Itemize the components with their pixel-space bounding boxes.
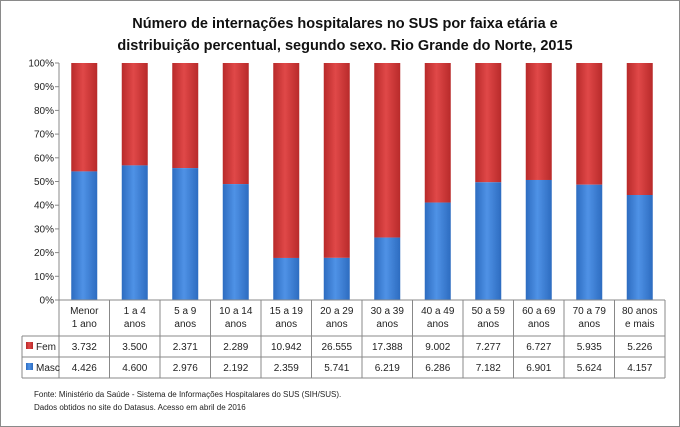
category-label: anos <box>275 319 297 330</box>
bar-fem <box>121 63 148 166</box>
bar-fem <box>323 63 350 258</box>
category-label: Menor <box>70 306 99 317</box>
legend-label: Masc <box>36 363 60 374</box>
legend-swatch-fem <box>26 342 33 349</box>
bar-fem <box>374 63 401 238</box>
y-tick-label: 60% <box>34 153 54 164</box>
category-label: 1 ano <box>72 319 97 330</box>
category-label: 30 a 39 <box>371 306 405 317</box>
data-label: 2.192 <box>223 363 248 374</box>
bar-fem <box>576 63 603 185</box>
data-label: 9.002 <box>425 342 450 353</box>
category-label: anos <box>477 319 499 330</box>
category-label: 60 a 69 <box>522 306 556 317</box>
category-label: 40 a 49 <box>421 306 455 317</box>
y-tick-label: 30% <box>34 224 54 235</box>
category-label: anos <box>124 319 146 330</box>
bar-masc <box>475 182 502 300</box>
y-tick-label: 90% <box>34 82 54 93</box>
data-label: 7.277 <box>476 342 501 353</box>
data-label: 3.732 <box>72 342 97 353</box>
category-label: anos <box>225 319 247 330</box>
data-label: 4.157 <box>627 363 652 374</box>
data-label: 6.219 <box>375 363 400 374</box>
data-label: 3.500 <box>122 342 147 353</box>
category-label: anos <box>578 319 600 330</box>
category-label: 10 a 14 <box>219 306 253 317</box>
bar-masc <box>525 179 552 300</box>
bar-masc <box>172 168 199 300</box>
legend-swatch-masc <box>26 363 33 370</box>
bar-fem <box>475 63 502 183</box>
data-label: 2.371 <box>173 342 198 353</box>
bar-fem <box>626 63 653 196</box>
data-label: 10.942 <box>271 342 302 353</box>
y-tick-label: 80% <box>34 106 54 117</box>
source-line-1: Fonte: Ministério da Saúde - Sistema de … <box>34 390 342 399</box>
data-label: 5.226 <box>627 342 652 353</box>
bar-fem <box>71 63 98 172</box>
chart-title-line-1: Número de internações hospitalares no SU… <box>132 16 557 32</box>
bar-masc <box>323 257 350 300</box>
data-label: 5.624 <box>577 363 602 374</box>
category-label: 15 a 19 <box>270 306 304 317</box>
chart-title-line-2: distribuição percentual, segundo sexo. R… <box>117 38 572 54</box>
data-label: 2.976 <box>173 363 198 374</box>
category-label: 50 a 59 <box>472 306 506 317</box>
category-label: anos <box>326 319 348 330</box>
category-label: 70 a 79 <box>573 306 607 317</box>
y-tick-label: 50% <box>34 177 54 188</box>
category-label: anos <box>427 319 449 330</box>
bar-masc <box>424 202 451 300</box>
data-label: 4.426 <box>72 363 97 374</box>
category-label: 1 a 4 <box>124 306 147 317</box>
data-label: 6.286 <box>425 363 450 374</box>
bar-fem <box>525 63 552 180</box>
y-tick-label: 0% <box>40 296 55 307</box>
bar-masc <box>71 171 98 300</box>
bar-masc <box>576 184 603 300</box>
data-label: 7.182 <box>476 363 501 374</box>
bar-masc <box>273 257 300 300</box>
bar-masc <box>626 195 653 300</box>
bar-masc <box>374 237 401 300</box>
category-label: anos <box>528 319 550 330</box>
category-label: 5 a 9 <box>174 306 197 317</box>
category-label: anos <box>376 319 398 330</box>
category-label: anos <box>174 319 196 330</box>
legend-label: Fem <box>36 342 56 353</box>
y-tick-label: 100% <box>28 59 54 70</box>
data-label: 2.289 <box>223 342 248 353</box>
bar-fem <box>273 63 300 258</box>
data-label: 4.600 <box>122 363 147 374</box>
data-label: 5.741 <box>324 363 349 374</box>
category-label: 80 anos <box>622 306 658 317</box>
bar-masc <box>121 165 148 300</box>
category-label: 20 a 29 <box>320 306 354 317</box>
data-label: 17.388 <box>372 342 403 353</box>
data-label: 2.359 <box>274 363 299 374</box>
y-tick-label: 20% <box>34 248 54 259</box>
bar-fem <box>172 63 199 169</box>
y-tick-label: 10% <box>34 272 54 283</box>
bar-fem <box>222 63 249 185</box>
data-label: 6.901 <box>526 363 551 374</box>
data-label: 5.935 <box>577 342 602 353</box>
data-label: 26.555 <box>321 342 352 353</box>
source-line-2: Dados obtidos no site do Datasus. Acesso… <box>34 403 246 412</box>
bar-fem <box>424 63 451 203</box>
y-tick-label: 40% <box>34 201 54 212</box>
y-tick-label: 70% <box>34 130 54 141</box>
data-label: 6.727 <box>526 342 551 353</box>
category-label: e mais <box>625 319 654 330</box>
bar-masc <box>222 184 249 300</box>
